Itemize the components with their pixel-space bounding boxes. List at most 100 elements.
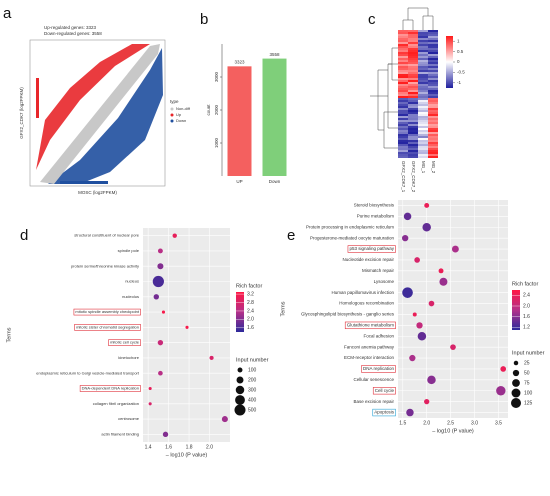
heatmap-cell bbox=[408, 154, 418, 156]
term-label: Steroid biosynthesis bbox=[354, 203, 395, 208]
plot-background bbox=[398, 200, 508, 418]
dot bbox=[417, 332, 427, 341]
heatmap-cell bbox=[428, 32, 438, 34]
heatmap-cell bbox=[418, 90, 428, 92]
heatmap-cell bbox=[418, 30, 428, 32]
annotation: Up-regulated genes: 3323 bbox=[44, 25, 97, 30]
heatmap-cell bbox=[398, 86, 408, 88]
heatmap-cell bbox=[408, 152, 418, 154]
heatmap-cell bbox=[428, 34, 438, 36]
heatmap-cell bbox=[418, 98, 428, 100]
heatmap-cell bbox=[428, 144, 438, 146]
colorbar-label: 2.0 bbox=[247, 317, 254, 323]
heatmap-cell bbox=[398, 56, 408, 58]
heatmap-cell bbox=[408, 150, 418, 152]
heatmap-cell bbox=[418, 118, 428, 120]
heatmap-cell bbox=[408, 142, 418, 144]
term-label: nucleus bbox=[125, 279, 139, 284]
heatmap-cell bbox=[428, 70, 438, 72]
term-label: Mismatch repair bbox=[362, 268, 395, 273]
heatmap-cell bbox=[398, 38, 408, 40]
heatmap-cell bbox=[398, 90, 408, 92]
heatmap-cell bbox=[418, 32, 428, 34]
dot bbox=[424, 399, 430, 405]
term-label: Progesterone-mediated oocyte maturation bbox=[310, 235, 395, 240]
heatmap-cell bbox=[408, 76, 418, 78]
heatmap-cell bbox=[418, 76, 428, 78]
heatmap-cell bbox=[418, 148, 428, 150]
heatmap-cell bbox=[408, 134, 418, 136]
heatmap-cell bbox=[398, 142, 408, 144]
term-label: nucleolus bbox=[122, 294, 139, 299]
heatmap-cell bbox=[408, 126, 418, 128]
heatmap-cell bbox=[398, 154, 408, 156]
colorbar-label: 3.2 bbox=[247, 291, 254, 297]
size-label: 400 bbox=[248, 397, 257, 403]
heatmap-cell bbox=[408, 116, 418, 118]
size-key bbox=[511, 388, 521, 398]
heatmap-cell bbox=[418, 108, 428, 110]
heatmap-cell bbox=[428, 108, 438, 110]
heatmap-cell bbox=[398, 46, 408, 48]
highlight-box bbox=[372, 408, 396, 417]
heatmap-cell bbox=[408, 128, 418, 130]
heatmap-cell bbox=[428, 112, 438, 114]
x-tick-label: 2.0 bbox=[423, 420, 430, 426]
heatmap-cell bbox=[418, 34, 428, 36]
heatmap-cell bbox=[428, 80, 438, 82]
heatmap-cell bbox=[418, 110, 428, 112]
x-tick-label: 3.5 bbox=[495, 420, 502, 426]
heatmap-cell bbox=[428, 100, 438, 102]
dendrogram bbox=[422, 15, 434, 30]
heatmap-cell bbox=[418, 150, 428, 152]
heatmap-cell bbox=[408, 84, 418, 86]
dot bbox=[500, 366, 507, 372]
heatmap-cell bbox=[428, 82, 438, 84]
heatmap-cell bbox=[398, 120, 408, 122]
heatmap-cell bbox=[428, 46, 438, 48]
heatmap-cell bbox=[418, 96, 428, 98]
heatmap-cell bbox=[428, 126, 438, 128]
highlight-box bbox=[79, 385, 141, 392]
highlight-box bbox=[108, 339, 141, 346]
size-key bbox=[235, 385, 245, 395]
term-label: kinetochore bbox=[118, 355, 139, 360]
heatmap-cell bbox=[428, 154, 438, 156]
heatmap-cell bbox=[398, 52, 408, 54]
heatmap-cell bbox=[428, 134, 438, 136]
column-label: MG_1 bbox=[421, 161, 426, 174]
panel-letter: c bbox=[368, 11, 376, 28]
heatmap-cell bbox=[408, 82, 418, 84]
heatmap-cell bbox=[418, 134, 428, 136]
dot bbox=[496, 386, 506, 396]
heatmap-cell bbox=[428, 30, 438, 32]
heatmap-cell bbox=[408, 52, 418, 54]
heatmap-cell bbox=[398, 128, 408, 130]
heatmap-cell bbox=[408, 96, 418, 98]
heatmap-cell bbox=[418, 74, 428, 76]
x-tick-label: 1.8 bbox=[186, 444, 193, 450]
legend-title: Rich factor bbox=[236, 283, 262, 289]
legend-swatch bbox=[170, 107, 174, 111]
heatmap-cell bbox=[408, 114, 418, 116]
x-tick-label: 1.6 bbox=[165, 444, 172, 450]
heatmap-cell bbox=[428, 116, 438, 118]
heatmap-cell bbox=[408, 44, 418, 46]
heatmap-cell bbox=[398, 134, 408, 136]
size-label: 100 bbox=[248, 367, 257, 373]
heatmap-cell bbox=[398, 92, 408, 94]
legend-title: type bbox=[170, 99, 179, 104]
panel-letter: a bbox=[3, 5, 12, 22]
heatmap-cell bbox=[428, 136, 438, 138]
heatmap-cell bbox=[428, 68, 438, 70]
heatmap-cell bbox=[408, 80, 418, 82]
heatmap-cell bbox=[408, 146, 418, 148]
legend-label: Down bbox=[176, 118, 186, 123]
dot bbox=[157, 248, 163, 254]
x-tick-label: Down bbox=[269, 179, 281, 184]
term-label: Fanconi anemia pathway bbox=[344, 344, 395, 349]
heatmap-cell bbox=[428, 148, 438, 150]
heatmap-cell bbox=[418, 80, 428, 82]
size-label: 50 bbox=[524, 370, 530, 376]
